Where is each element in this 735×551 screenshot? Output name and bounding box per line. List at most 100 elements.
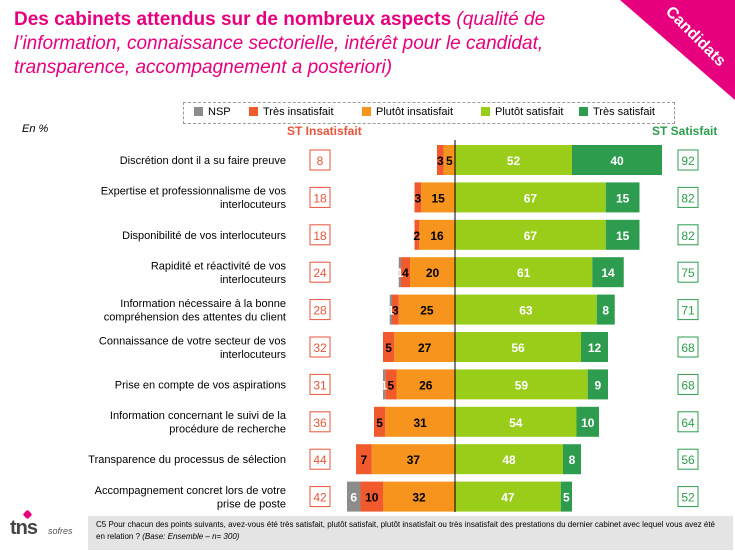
category-label-line: Accompagnement concret lors de votre [95, 485, 286, 497]
logo-sub: sofres [48, 526, 73, 536]
bar-label-plutot-insatisfait: 37 [407, 453, 421, 467]
bar-label-tres-satisfait: 8 [602, 304, 609, 318]
legend-label-tres-insatisfait: Très insatisfait [263, 106, 334, 118]
bar-label-tres-insatisfait: 4 [402, 266, 409, 280]
st-insatisfait-box [309, 149, 331, 171]
legend-swatch-tres-satisfait [579, 107, 588, 116]
chart-legend: NSP Très insatisfait Plutôt insatisfait … [183, 102, 675, 124]
bar-label-plutot-satisfait: 67 [524, 229, 538, 243]
bar-plutot-insatisfait [421, 182, 455, 213]
bar-label-plutot-insatisfait: 15 [431, 191, 445, 205]
bar-tres-satisfait [605, 182, 640, 213]
bar-plutot-satisfait [455, 406, 577, 437]
st-insatisfait-value: 42 [313, 491, 327, 505]
bar-label-plutot-satisfait: 52 [507, 154, 521, 168]
category-label-line: prise de poste [217, 498, 286, 510]
legend-swatch-tres-insatisfait [249, 107, 258, 116]
footnote-text: C5 Pour chacun des points suivants, avez… [96, 520, 715, 541]
st-satisfait-box [677, 448, 699, 470]
st-insatisfait-box [309, 411, 331, 433]
st-satisfait-value: 82 [681, 229, 695, 243]
bar-label-tres-satisfait: 15 [616, 229, 630, 243]
st-satisfait-value: 64 [681, 416, 695, 430]
question-footnote: C5 Pour chacun des points suivants, avez… [88, 516, 733, 550]
bar-tres-satisfait [563, 444, 581, 475]
category-label-line: Rapidité et réactivité de vos [151, 260, 287, 272]
bar-label-plutot-satisfait: 56 [511, 341, 525, 355]
bar-plutot-satisfait [455, 294, 597, 325]
bar-tres-insatisfait [392, 294, 399, 325]
bar-plutot-insatisfait [419, 219, 455, 250]
category-label-line: interlocuteurs [220, 274, 287, 286]
bar-label-plutot-satisfait: 48 [502, 453, 516, 467]
bar-nsp [389, 294, 392, 325]
corner-ribbon [620, 0, 735, 100]
bar-plutot-insatisfait [410, 257, 455, 288]
st-satisfait-value: 52 [681, 491, 695, 505]
st-insatisfait-value: 36 [313, 416, 327, 430]
bar-label-plutot-satisfait: 61 [517, 266, 531, 280]
bar-label-tres-insatisfait: 3 [415, 191, 422, 205]
st-insatisfait-box [309, 448, 331, 470]
st-satisfait-box [677, 186, 699, 208]
legend-swatch-plutot-satisfait [481, 107, 490, 116]
st-satisfait-box [677, 261, 699, 283]
st-satisfait-box [677, 373, 699, 395]
category-label-line: Connaissance de votre secteur de vos [99, 335, 287, 347]
category-label: Information nécessaire à la bonne compréh… [104, 298, 286, 324]
bar-plutot-insatisfait [398, 294, 455, 325]
bar-tres-satisfait [605, 219, 640, 250]
st-insatisfait-box [309, 299, 331, 321]
bar-label-tres-insatisfait: 5 [385, 341, 392, 355]
bar-tres-insatisfait [383, 332, 395, 362]
bar-tres-insatisfait [414, 182, 422, 213]
category-label: Connaissance de votre secteur de vos inte… [99, 335, 287, 361]
category-label-line: Disponibilité de vos interlocuteurs [122, 230, 286, 242]
st-satisfait-value: 68 [681, 341, 695, 355]
bar-label-nsp: 1 [388, 304, 395, 318]
bar-plutot-insatisfait [396, 369, 455, 400]
category-label-line: interlocuteurs [220, 199, 287, 211]
bar-plutot-satisfait [455, 481, 561, 512]
st-satisfait-box [677, 149, 699, 171]
corner-triangle [620, 0, 735, 100]
bar-label-plutot-satisfait: 63 [519, 304, 533, 318]
bar-tres-satisfait [572, 145, 662, 175]
bar-label-tres-satisfait: 10 [581, 416, 595, 430]
bar-tres-satisfait [587, 369, 608, 400]
bar-tres-insatisfait [356, 444, 372, 475]
st-insatisfait-value: 24 [313, 266, 327, 280]
bar-label-plutot-satisfait: 54 [509, 416, 523, 430]
st-satisfait-value: 71 [681, 304, 695, 318]
st-satisfait-box [677, 299, 699, 321]
bar-label-nsp: 1 [397, 266, 404, 280]
category-label: Disponibilité de vos interlocuteurs [122, 230, 286, 242]
st-satisfait-value: 92 [681, 154, 695, 168]
title-main: Des cabinets attendus sur de nombreux as… [14, 9, 452, 30]
category-label-line: Transparence du processus de sélection [88, 454, 286, 466]
legend-swatch-plutot-insatisfait [362, 107, 371, 116]
bar-label-tres-insatisfait: 5 [376, 416, 383, 430]
bar-label-tres-satisfait: 5 [563, 491, 570, 505]
st-insatisfait-box [309, 336, 331, 358]
category-label-line: compréhension des attentes du client [104, 311, 286, 323]
bar-label-plutot-satisfait: 67 [524, 191, 538, 205]
st-insatisfait-value: 18 [313, 191, 327, 205]
bar-tres-satisfait [592, 257, 624, 288]
category-label: Transparence du processus de sélection [88, 454, 286, 466]
bar-tres-satisfait [560, 481, 572, 512]
bar-tres-insatisfait [360, 481, 383, 512]
st-insatisfait-value: 8 [317, 154, 324, 168]
category-label-line: Prise en compte de vos aspirations [115, 379, 287, 391]
legend-item-plutot-insatisfait: Plutôt insatisfait [362, 106, 453, 118]
category-label: Expertise et professionnalisme de vos int… [101, 186, 287, 212]
st-insatisfait-box [309, 261, 331, 283]
bar-tres-insatisfait [414, 219, 419, 250]
footnote-base: (Base: Ensemble – n= 300) [142, 532, 240, 541]
st-insatisfait-header: ST Insatisfait [287, 124, 362, 138]
category-label: Prise en compte de vos aspirations [115, 379, 287, 391]
bar-plutot-insatisfait [371, 444, 455, 475]
legend-item-tres-insatisfait: Très insatisfait [249, 106, 334, 118]
slide-title: Des cabinets attendus sur de nombreux as… [14, 8, 614, 80]
